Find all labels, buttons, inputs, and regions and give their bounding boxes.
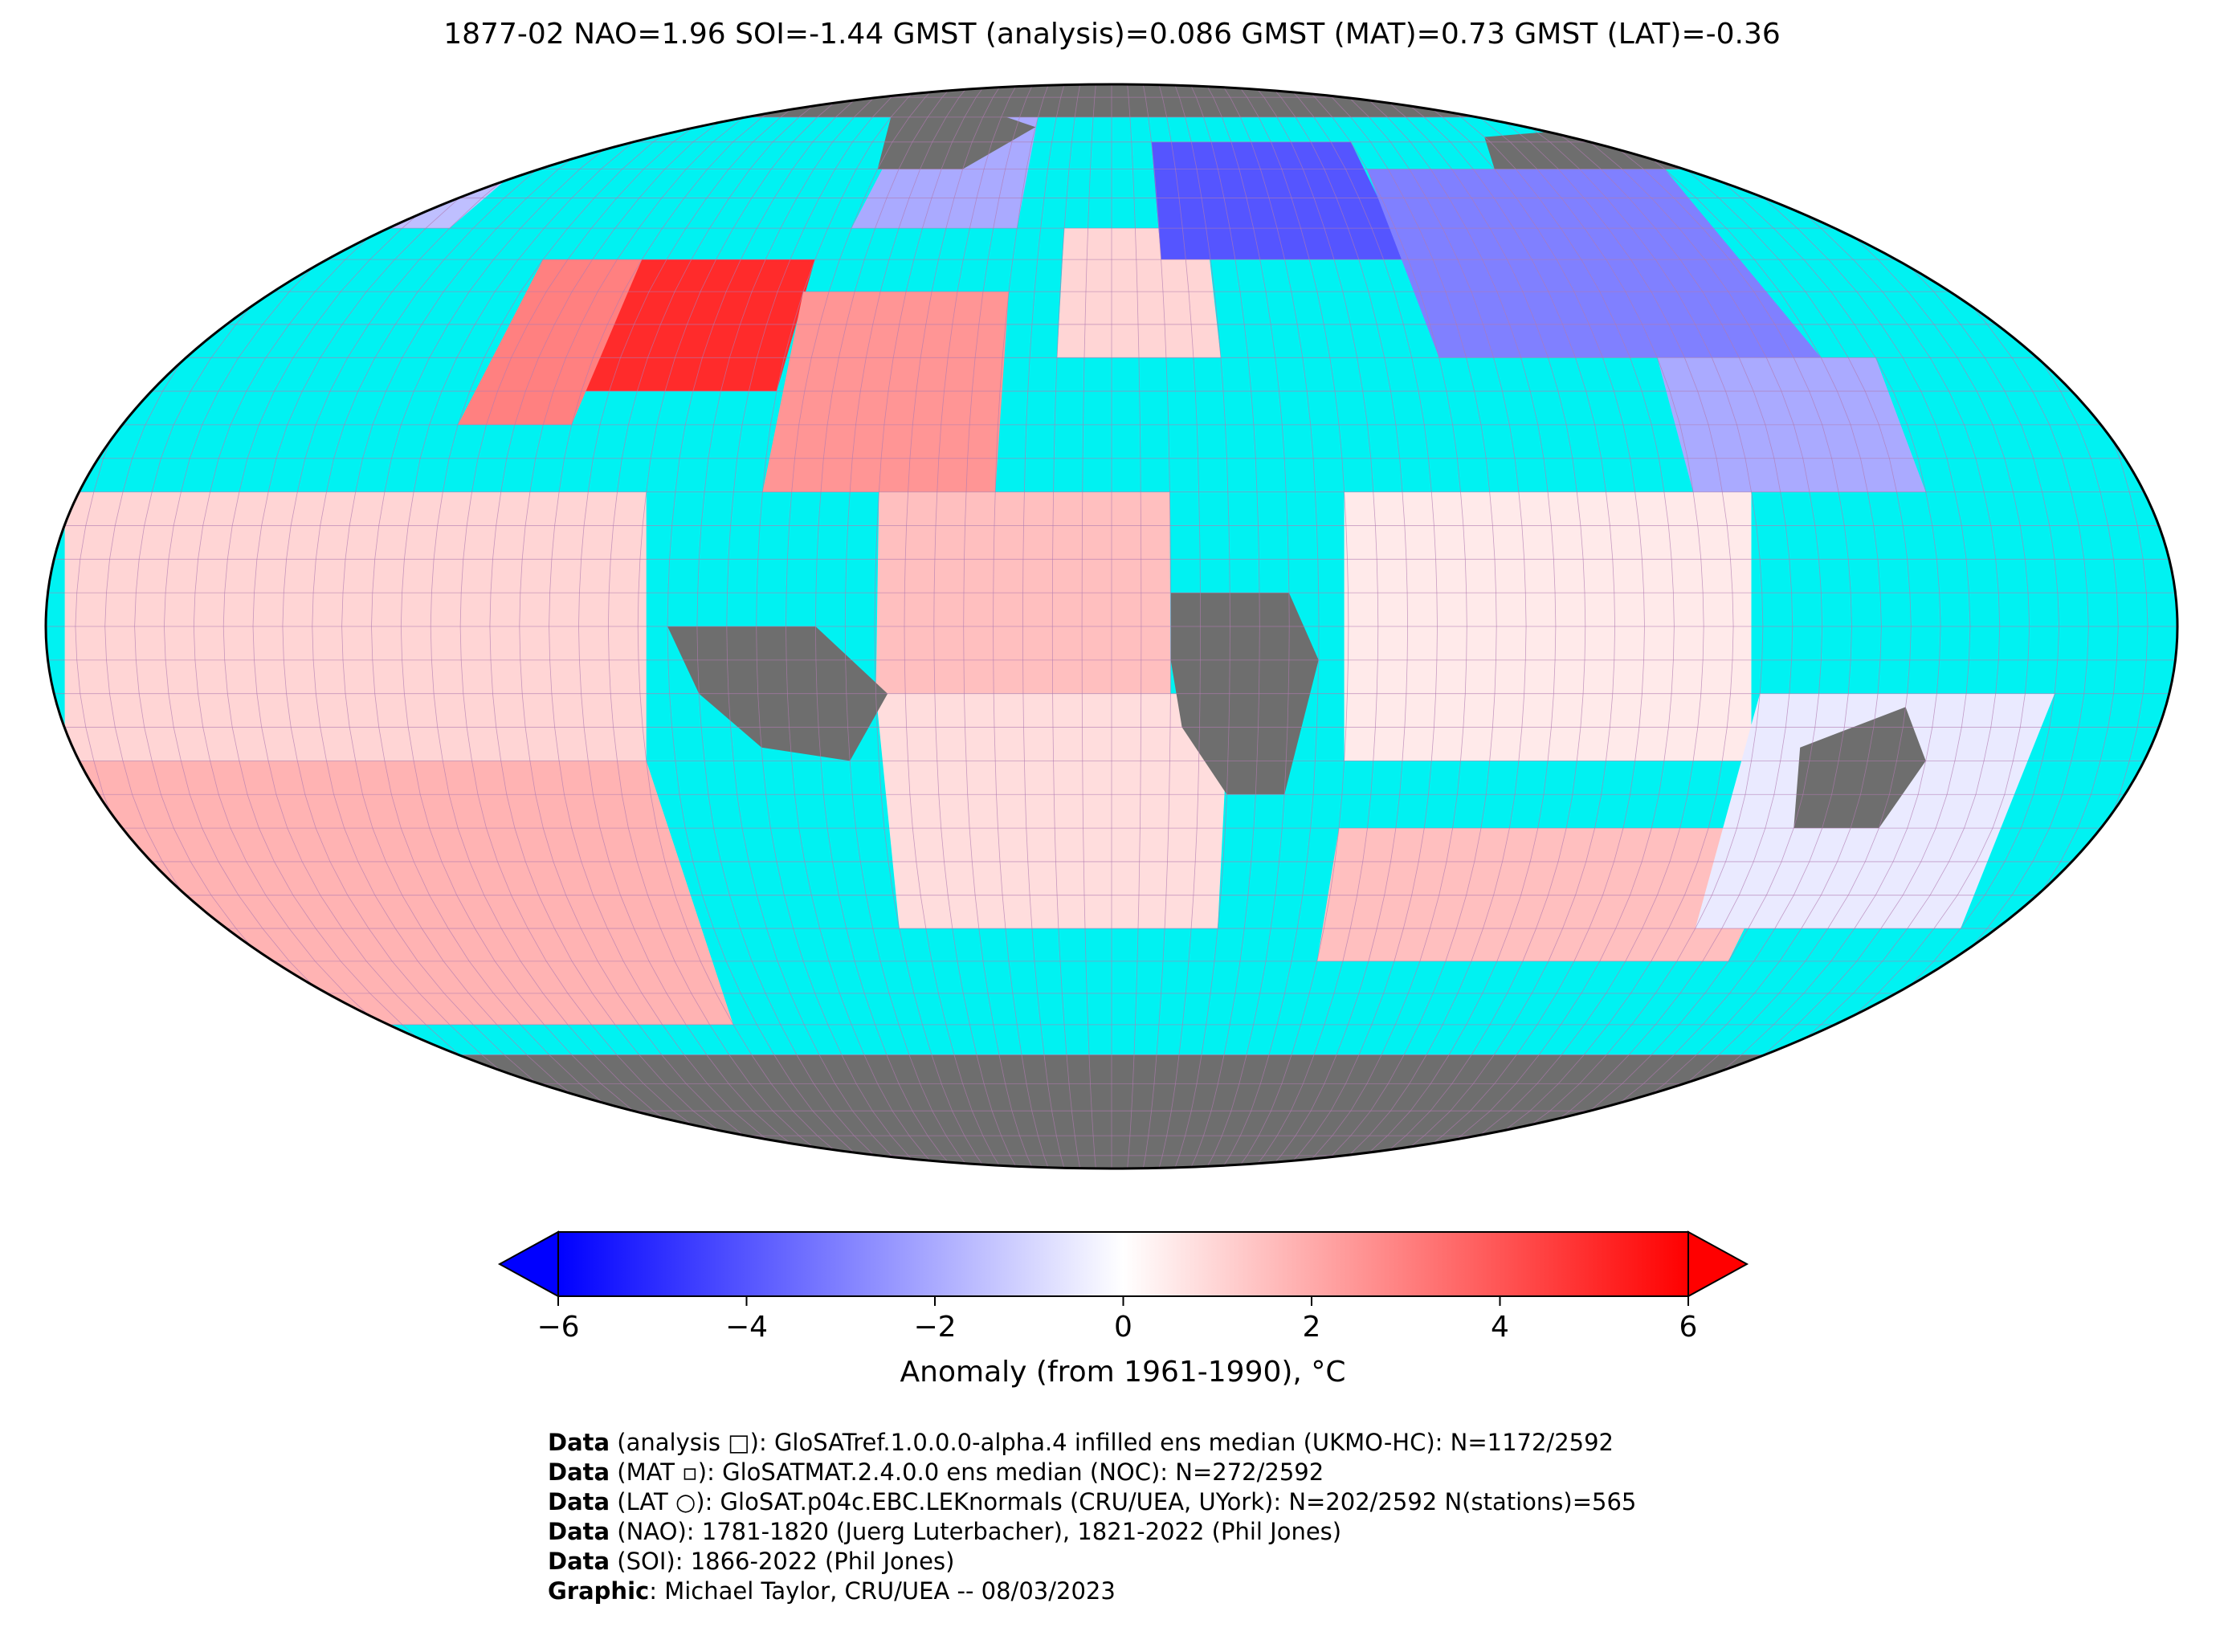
credit-text: (NAO): 1781-1820 (Juerg Luterbacher), 18… bbox=[610, 1518, 1342, 1545]
region-cell bbox=[762, 292, 1009, 492]
region-cell bbox=[1366, 169, 1822, 358]
colorbar: −6 −4 −2 0 2 4 6 Anomaly (from 1961-1990), °C bbox=[497, 1230, 1749, 1389]
colorbar-label: Anomaly (from 1961-1990), °C bbox=[900, 1356, 1346, 1389]
data-credits: Data (analysis □): GloSATref.1.0.0.0-alp… bbox=[548, 1428, 1636, 1606]
credit-line: Graphic: Michael Taylor, CRU/UEA -- 08/0… bbox=[548, 1577, 1636, 1606]
region-cell bbox=[875, 693, 1230, 928]
colorbar-tick-label: −2 bbox=[913, 1311, 956, 1344]
credit-label: Data bbox=[548, 1458, 610, 1486]
credit-text: (analysis □): GloSATref.1.0.0.0-alpha.4 … bbox=[610, 1429, 1614, 1456]
credit-line: Data (MAT ▫): GloSATMAT.2.4.0.0 ens medi… bbox=[548, 1458, 1636, 1487]
colorbar-tick-label: 2 bbox=[1303, 1311, 1321, 1344]
colorbar-extend-high bbox=[1687, 1230, 1749, 1298]
credit-line: Data (NAO): 1781-1820 (Juerg Luterbacher… bbox=[548, 1517, 1636, 1547]
credit-line: Data (LAT ○): GloSAT.p04c.EBC.LEKnormals… bbox=[548, 1487, 1636, 1517]
credit-line: Data (SOI): 1866-2022 (Phil Jones) bbox=[548, 1547, 1636, 1577]
world-map bbox=[44, 83, 2179, 1170]
credit-label: Data bbox=[548, 1548, 610, 1575]
colorbar-gradient bbox=[557, 1231, 1689, 1297]
colorbar-tick-label: 0 bbox=[1114, 1311, 1132, 1344]
australia-missing bbox=[1793, 707, 1926, 829]
colorbar-extend-low bbox=[497, 1230, 559, 1298]
credit-line: Data (analysis □): GloSATref.1.0.0.0-alp… bbox=[548, 1428, 1636, 1458]
credit-label: Data bbox=[548, 1518, 610, 1545]
colorbar-tick-label: 6 bbox=[1679, 1311, 1698, 1344]
region-cell bbox=[1151, 141, 1409, 260]
region-cell bbox=[64, 761, 734, 1025]
credit-text: (MAT ▫): GloSATMAT.2.4.0.0 ens median (N… bbox=[610, 1458, 1324, 1486]
region-cell bbox=[1057, 228, 1221, 358]
chart-title: 1877-02 NAO=1.96 SOI=-1.44 GMST (analysi… bbox=[443, 18, 1781, 51]
credit-label: Data bbox=[548, 1488, 610, 1515]
credit-text: (LAT ○): GloSAT.p04c.EBC.LEKnormals (CRU… bbox=[610, 1488, 1637, 1515]
credit-label: Graphic bbox=[548, 1577, 650, 1605]
credit-text: : Michael Taylor, CRU/UEA -- 08/03/2023 bbox=[649, 1577, 1116, 1605]
colorbar-tick-label: −6 bbox=[537, 1311, 579, 1344]
greenland-missing bbox=[877, 105, 1036, 169]
colorbar-tick-label: 4 bbox=[1491, 1311, 1509, 1344]
colorbar-tick-label: −4 bbox=[725, 1311, 768, 1344]
credit-text: (SOI): 1866-2022 (Phil Jones) bbox=[610, 1548, 955, 1575]
colorbar-ticks: −6 −4 −2 0 2 4 6 bbox=[537, 1296, 1697, 1344]
globe-outline bbox=[44, 83, 2179, 1170]
region-cell bbox=[458, 259, 643, 425]
credit-label: Data bbox=[548, 1429, 610, 1456]
